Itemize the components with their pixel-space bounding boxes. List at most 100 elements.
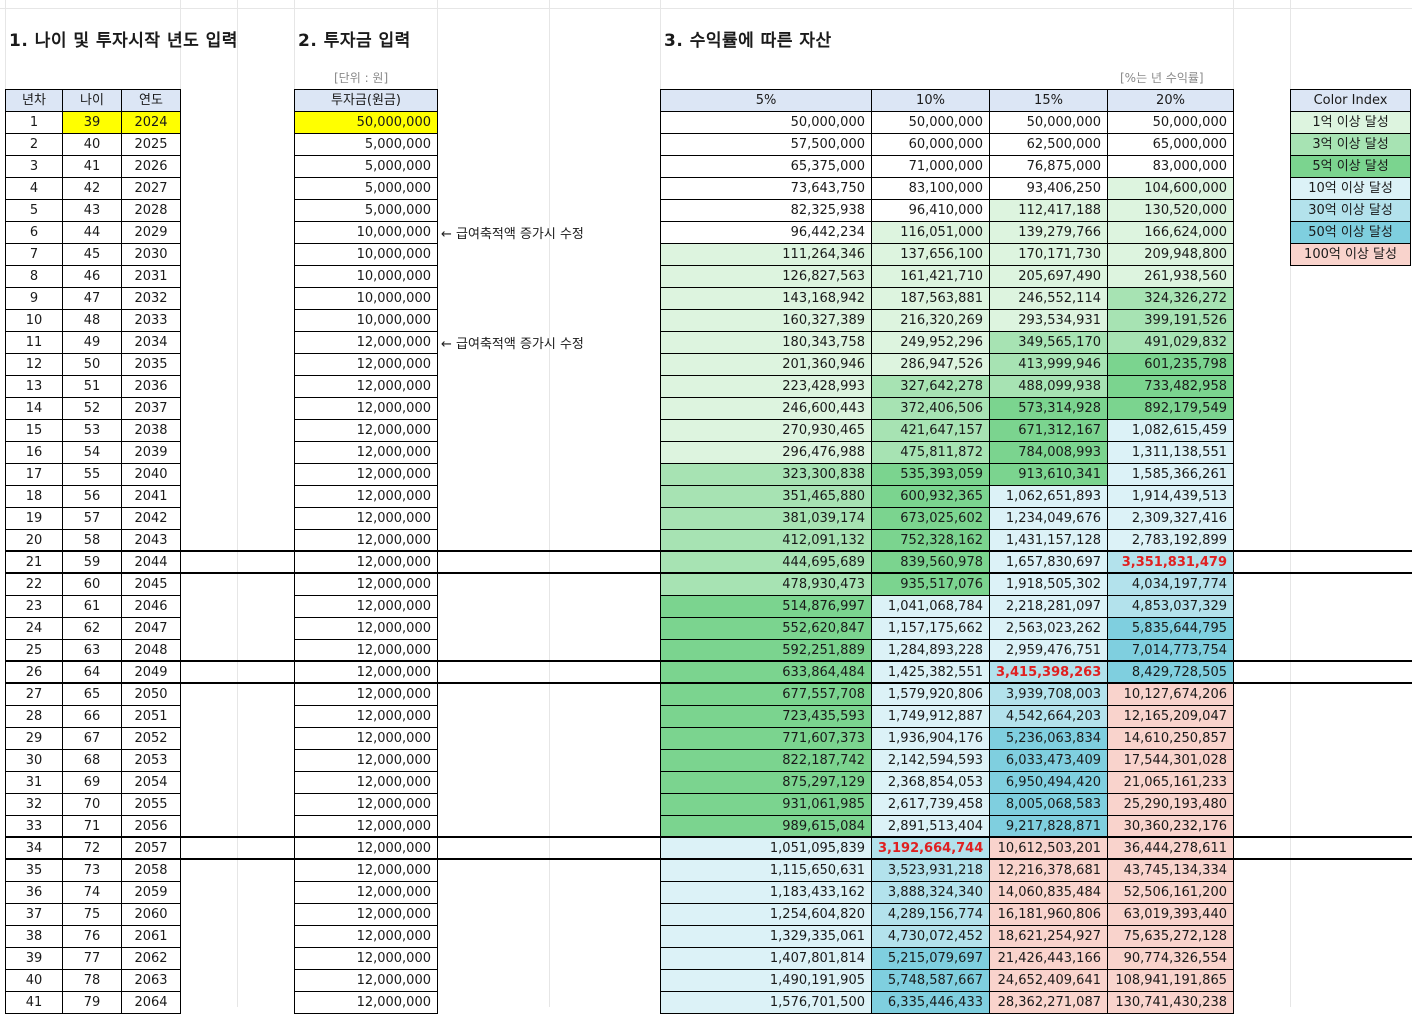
- cell-asset-value[interactable]: 1,284,893,228: [871, 639, 990, 662]
- cell-investment[interactable]: 50,000,000: [294, 111, 438, 134]
- cell-age[interactable]: 51: [62, 375, 122, 398]
- cell-age[interactable]: 73: [62, 859, 122, 882]
- cell-asset-value[interactable]: 1,051,095,839: [660, 837, 872, 860]
- cell-year-no[interactable]: 12: [5, 353, 63, 376]
- cell-asset-value[interactable]: 21,065,161,233: [1107, 771, 1234, 794]
- cell-year[interactable]: 2061: [121, 925, 181, 948]
- cell-investment[interactable]: 12,000,000: [294, 463, 438, 486]
- cell-asset-value[interactable]: 1,329,335,061: [660, 925, 872, 948]
- cell-asset-value[interactable]: 130,520,000: [1107, 199, 1234, 222]
- cell-asset-value[interactable]: 24,652,409,641: [989, 969, 1108, 992]
- cell-year[interactable]: 2029: [121, 221, 181, 244]
- cell-asset-value[interactable]: 1,914,439,513: [1107, 485, 1234, 508]
- cell-asset-value[interactable]: 488,099,938: [989, 375, 1108, 398]
- cell-year[interactable]: 2046: [121, 595, 181, 618]
- cell-year-no[interactable]: 16: [5, 441, 63, 464]
- cell-year[interactable]: 2035: [121, 353, 181, 376]
- cell-year[interactable]: 2042: [121, 507, 181, 530]
- cell-age[interactable]: 72: [62, 837, 122, 860]
- cell-year-no[interactable]: 9: [5, 287, 63, 310]
- cell-asset-value[interactable]: 2,218,281,097: [989, 595, 1108, 618]
- cell-investment[interactable]: 12,000,000: [294, 331, 438, 354]
- cell-year-no[interactable]: 36: [5, 881, 63, 904]
- cell-asset-value[interactable]: 293,534,931: [989, 309, 1108, 332]
- cell-year-no[interactable]: 29: [5, 727, 63, 750]
- cell-age[interactable]: 75: [62, 903, 122, 926]
- cell-asset-value[interactable]: 43,745,134,334: [1107, 859, 1234, 882]
- cell-year[interactable]: 2048: [121, 639, 181, 662]
- cell-year-no[interactable]: 6: [5, 221, 63, 244]
- cell-asset-value[interactable]: 752,328,162: [871, 529, 990, 552]
- cell-asset-value[interactable]: 50,000,000: [1107, 111, 1234, 134]
- cell-asset-value[interactable]: 2,783,192,899: [1107, 529, 1234, 552]
- cell-age[interactable]: 64: [62, 661, 122, 684]
- cell-investment[interactable]: 12,000,000: [294, 793, 438, 816]
- cell-asset-value[interactable]: 82,325,938: [660, 199, 872, 222]
- cell-year[interactable]: 2033: [121, 309, 181, 332]
- cell-year[interactable]: 2050: [121, 683, 181, 706]
- cell-year-no[interactable]: 39: [5, 947, 63, 970]
- cell-investment[interactable]: 12,000,000: [294, 947, 438, 970]
- cell-year-no[interactable]: 15: [5, 419, 63, 442]
- cell-asset-value[interactable]: 50,000,000: [660, 111, 872, 134]
- cell-year-no[interactable]: 26: [5, 661, 63, 684]
- cell-year[interactable]: 2031: [121, 265, 181, 288]
- cell-age[interactable]: 69: [62, 771, 122, 794]
- cell-year[interactable]: 2051: [121, 705, 181, 728]
- cell-asset-value[interactable]: 205,697,490: [989, 265, 1108, 288]
- cell-asset-value[interactable]: 2,142,594,593: [871, 749, 990, 772]
- cell-year[interactable]: 2047: [121, 617, 181, 640]
- cell-asset-value[interactable]: 75,635,272,128: [1107, 925, 1234, 948]
- cell-asset-value[interactable]: 2,563,023,262: [989, 617, 1108, 640]
- cell-asset-value[interactable]: 372,406,506: [871, 397, 990, 420]
- cell-investment[interactable]: 12,000,000: [294, 529, 438, 552]
- cell-age[interactable]: 77: [62, 947, 122, 970]
- cell-age[interactable]: 52: [62, 397, 122, 420]
- cell-asset-value[interactable]: 14,060,835,484: [989, 881, 1108, 904]
- cell-year[interactable]: 2034: [121, 331, 181, 354]
- cell-asset-value[interactable]: 130,741,430,238: [1107, 991, 1234, 1014]
- cell-year-no[interactable]: 11: [5, 331, 63, 354]
- cell-asset-value[interactable]: 671,312,167: [989, 419, 1108, 442]
- cell-year-no[interactable]: 38: [5, 925, 63, 948]
- cell-asset-value[interactable]: 552,620,847: [660, 617, 872, 640]
- cell-investment[interactable]: 12,000,000: [294, 617, 438, 640]
- cell-age[interactable]: 61: [62, 595, 122, 618]
- cell-asset-value[interactable]: 8,005,068,583: [989, 793, 1108, 816]
- cell-asset-value[interactable]: 137,656,100: [871, 243, 990, 266]
- cell-year-no[interactable]: 23: [5, 595, 63, 618]
- cell-asset-value[interactable]: 36,444,278,611: [1107, 837, 1234, 860]
- cell-asset-value[interactable]: 5,236,063,834: [989, 727, 1108, 750]
- cell-year-no[interactable]: 8: [5, 265, 63, 288]
- cell-year[interactable]: 2062: [121, 947, 181, 970]
- cell-year-no[interactable]: 27: [5, 683, 63, 706]
- cell-asset-value[interactable]: 1,918,505,302: [989, 573, 1108, 596]
- cell-asset-value[interactable]: 270,930,465: [660, 419, 872, 442]
- cell-year[interactable]: 2044: [121, 551, 181, 574]
- cell-age[interactable]: 59: [62, 551, 122, 574]
- cell-asset-value[interactable]: 1,431,157,128: [989, 529, 1108, 552]
- cell-asset-value[interactable]: 18,621,254,927: [989, 925, 1108, 948]
- cell-year-no[interactable]: 5: [5, 199, 63, 222]
- cell-asset-value[interactable]: 1,062,651,893: [989, 485, 1108, 508]
- cell-asset-value[interactable]: 93,406,250: [989, 177, 1108, 200]
- cell-asset-value[interactable]: 71,000,000: [871, 155, 990, 178]
- cell-asset-value[interactable]: 4,542,664,203: [989, 705, 1108, 728]
- cell-asset-value[interactable]: 1,585,366,261: [1107, 463, 1234, 486]
- cell-investment[interactable]: 12,000,000: [294, 859, 438, 882]
- cell-asset-value[interactable]: 1,425,382,551: [871, 661, 990, 684]
- cell-investment[interactable]: 10,000,000: [294, 287, 438, 310]
- cell-age[interactable]: 53: [62, 419, 122, 442]
- cell-year[interactable]: 2028: [121, 199, 181, 222]
- cell-asset-value[interactable]: 62,500,000: [989, 133, 1108, 156]
- cell-asset-value[interactable]: 63,019,393,440: [1107, 903, 1234, 926]
- cell-investment[interactable]: 12,000,000: [294, 353, 438, 376]
- cell-age[interactable]: 46: [62, 265, 122, 288]
- cell-asset-value[interactable]: 324,326,272: [1107, 287, 1234, 310]
- cell-investment[interactable]: 12,000,000: [294, 397, 438, 420]
- cell-age[interactable]: 40: [62, 133, 122, 156]
- cell-asset-value[interactable]: 6,950,494,420: [989, 771, 1108, 794]
- cell-asset-value[interactable]: 170,171,730: [989, 243, 1108, 266]
- cell-asset-value[interactable]: 52,506,161,200: [1107, 881, 1234, 904]
- cell-year-no[interactable]: 25: [5, 639, 63, 662]
